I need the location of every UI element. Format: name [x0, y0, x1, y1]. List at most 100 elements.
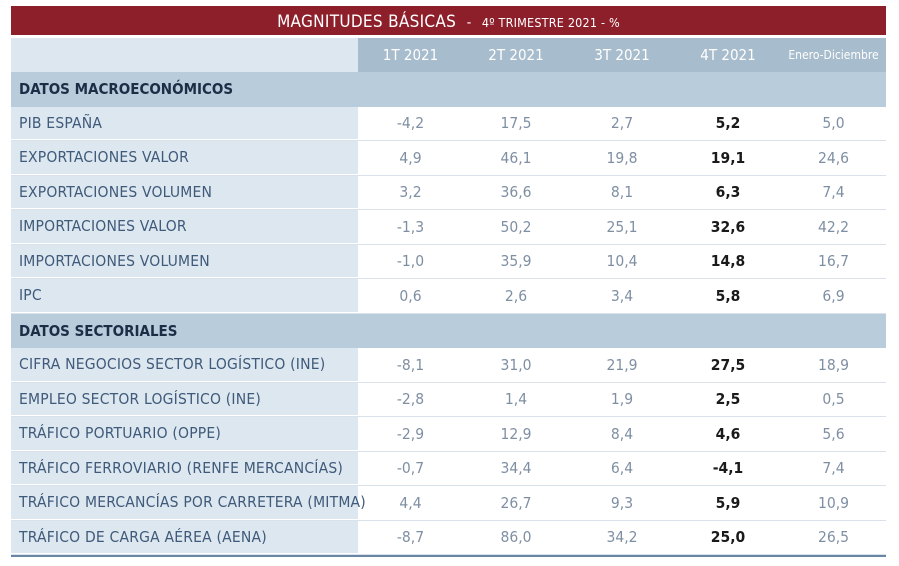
value-cell-2t: 34,4 — [500, 459, 532, 478]
value-cell-2t: 46,1 — [500, 148, 532, 167]
value-cell-4t: 2,5 — [715, 390, 741, 409]
value-cell-4t: -4,1 — [712, 459, 744, 478]
value-cell-2t: 12,9 — [500, 424, 532, 443]
table-row: IMPORTACIONES VALOR -1,3 50,2 25,1 32,6 42,2 — [11, 210, 886, 245]
value-cell-annual: 7,4 — [822, 183, 845, 202]
table-row: CIFRA NEGOCIOS SECTOR LOGÍSTICO (INE) -8,… — [11, 348, 886, 383]
column-header-annual: Enero-Diciembre — [781, 38, 886, 72]
value-cell-annual: 5,0 — [822, 114, 845, 133]
title-separator: - — [466, 15, 472, 31]
value-cell-4t: 4,6 — [715, 424, 741, 443]
value-cell-3t: 10,4 — [606, 252, 638, 271]
table-bottom-rule — [11, 555, 886, 557]
row-label: EMPLEO SECTOR LOGÍSTICO (INE) — [11, 382, 358, 416]
row-label: TRÁFICO MERCANCÍAS POR CARRETERA (MITMA) — [11, 486, 366, 520]
value-cell-3t: 6,4 — [610, 459, 634, 478]
value-cell-3t: 34,2 — [606, 528, 638, 547]
row-label: TRÁFICO DE CARGA AÉREA (AENA) — [11, 520, 358, 554]
value-cell-4t: 6,3 — [715, 183, 741, 202]
value-cell-1t: 4,4 — [399, 493, 422, 512]
section-title: DATOS MACROECONÓMICOS — [19, 80, 234, 99]
table-row: IPC 0,6 2,6 3,4 5,8 6,9 — [11, 279, 886, 314]
value-cell-1t: 4,9 — [399, 148, 422, 167]
value-cell-1t: 0,6 — [399, 286, 422, 305]
value-cell-annual: 26,5 — [817, 528, 850, 547]
row-label: IPC — [11, 279, 358, 313]
table-row: EMPLEO SECTOR LOGÍSTICO (INE) -2,8 1,4 1,9 2… — [11, 382, 886, 417]
column-header-row: 1T 2021 2T 2021 3T 2021 4T 2021 Enero-Di… — [11, 38, 886, 72]
value-cell-4t: 5,9 — [715, 493, 741, 512]
value-cell-2t: 50,2 — [500, 217, 532, 236]
value-cell-1t: 3,2 — [399, 183, 422, 202]
value-cell-1t: -2,8 — [396, 390, 425, 409]
table-row: EXPORTACIONES VOLUMEN 3,2 36,6 8,1 6,3 7,4 — [11, 175, 886, 210]
value-cell-1t: -8,7 — [396, 528, 425, 547]
value-cell-2t: 17,5 — [500, 114, 532, 133]
table-row: PIB ESPAÑA -4,2 17,5 2,7 5,2 5,0 — [11, 106, 886, 141]
value-cell-annual: 18,9 — [817, 355, 850, 374]
table-subtitle: 4º TRIMESTRE 2021 - % — [481, 15, 620, 30]
value-cell-2t: 1,4 — [504, 390, 528, 409]
row-label: CIFRA NEGOCIOS SECTOR LOGÍSTICO (INE) — [11, 348, 358, 382]
value-cell-4t: 25,0 — [710, 528, 746, 547]
column-header-2t: 2T 2021 — [463, 38, 569, 72]
value-cell-1t: -0,7 — [396, 459, 425, 478]
table-row: TRÁFICO FERROVIARIO (RENFE MERCANCÍAS) -0… — [11, 451, 886, 486]
value-cell-2t: 26,7 — [500, 493, 532, 512]
value-cell-annual: 10,9 — [817, 493, 850, 512]
section-title: DATOS SECTORIALES — [19, 321, 178, 340]
value-cell-3t: 1,9 — [610, 390, 634, 409]
row-label: EXPORTACIONES VALOR — [11, 141, 358, 175]
value-cell-2t: 36,6 — [500, 183, 532, 202]
value-cell-annual: 24,6 — [817, 148, 850, 167]
table-row: TRÁFICO DE CARGA AÉREA (AENA) -8,7 86,0 34,… — [11, 520, 886, 555]
value-cell-2t: 86,0 — [500, 528, 532, 547]
row-label: IMPORTACIONES VOLUMEN — [11, 244, 358, 278]
row-label: TRÁFICO PORTUARIO (OPPE) — [11, 417, 358, 451]
value-cell-1t: -4,2 — [396, 114, 425, 133]
table-body: DATOS MACROECONÓMICOS PIB ESPAÑA -4,2 17,5 2… — [11, 72, 886, 555]
value-cell-3t: 8,4 — [610, 424, 634, 443]
column-header-1t: 1T 2021 — [358, 38, 463, 72]
row-label: IMPORTACIONES VALOR — [11, 210, 358, 244]
table-title-bar: MAGNITUDES BÁSICAS - 4º TRIMESTRE 2021 -… — [11, 6, 886, 35]
value-cell-annual: 7,4 — [822, 459, 845, 478]
value-cell-annual: 16,7 — [817, 252, 850, 271]
table-row: TRÁFICO PORTUARIO (OPPE) -2,9 12,9 8,4 4,6 5,… — [11, 417, 886, 452]
section-header-row: DATOS MACROECONÓMICOS — [11, 72, 886, 107]
table-row: IMPORTACIONES VOLUMEN -1,0 35,9 10,4 14,8 16,… — [11, 244, 886, 279]
value-cell-4t: 19,1 — [710, 148, 746, 167]
header-label-spacer — [11, 38, 358, 72]
value-cell-annual: 42,2 — [817, 217, 850, 236]
column-header-3t: 3T 2021 — [569, 38, 675, 72]
value-cell-2t: 31,0 — [500, 355, 532, 374]
value-cell-annual: 6,9 — [822, 286, 845, 305]
row-label: PIB ESPAÑA — [11, 106, 358, 140]
value-cell-3t: 3,4 — [610, 286, 634, 305]
value-cell-3t: 25,1 — [606, 217, 638, 236]
table-row: TRÁFICO MERCANCÍAS POR CARRETERA (MITMA)… — [11, 486, 886, 521]
row-label: TRÁFICO FERROVIARIO (RENFE MERCANCÍAS) — [11, 451, 358, 485]
value-cell-2t: 35,9 — [500, 252, 532, 271]
value-cell-annual: 0,5 — [822, 390, 845, 409]
value-cell-4t: 5,8 — [715, 286, 741, 305]
value-cell-3t: 8,1 — [610, 183, 634, 202]
value-cell-4t: 32,6 — [710, 217, 746, 236]
value-cell-3t: 9,3 — [610, 493, 634, 512]
value-cell-4t: 5,2 — [715, 114, 741, 133]
value-cell-1t: -8,1 — [396, 355, 425, 374]
value-cell-4t: 14,8 — [710, 252, 746, 271]
column-header-4t: 4T 2021 — [675, 38, 781, 72]
value-cell-1t: -1,0 — [396, 252, 425, 271]
value-cell-annual: 5,6 — [822, 424, 845, 443]
value-cell-3t: 19,8 — [606, 148, 638, 167]
value-cell-3t: 21,9 — [606, 355, 638, 374]
value-cell-3t: 2,7 — [610, 114, 634, 133]
value-cell-1t: -2,9 — [396, 424, 425, 443]
magnitudes-table: 1T 2021 2T 2021 3T 2021 4T 2021 Enero-Di… — [11, 38, 886, 555]
value-cell-1t: -1,3 — [396, 217, 425, 236]
table-title: MAGNITUDES BÁSICAS — [277, 12, 457, 32]
value-cell-4t: 27,5 — [710, 355, 746, 374]
table-row: EXPORTACIONES VALOR 4,9 46,1 19,8 19,1 24,6 — [11, 141, 886, 176]
row-label: EXPORTACIONES VOLUMEN — [11, 175, 358, 209]
